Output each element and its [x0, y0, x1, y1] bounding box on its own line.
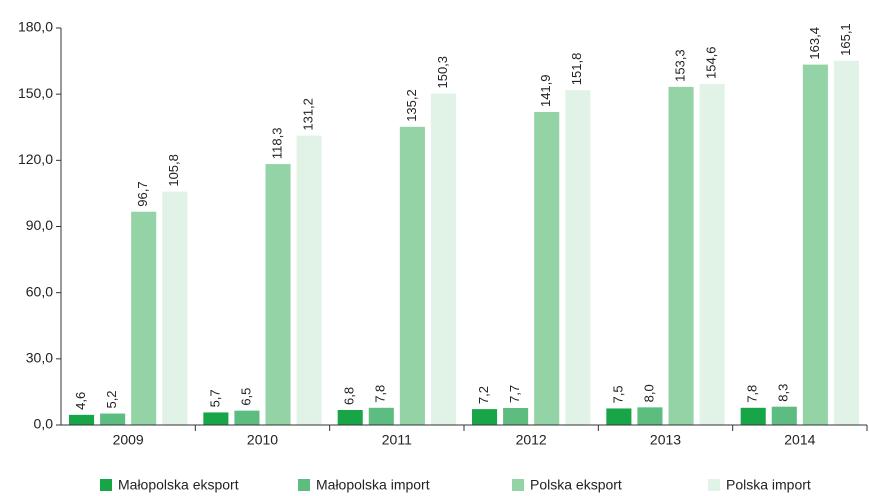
value-label: 6,8	[342, 387, 357, 405]
bar	[69, 414, 95, 425]
legend-label: Małopolska eksport	[118, 477, 239, 493]
x-tick-label: 2013	[650, 432, 681, 448]
value-label: 141,9	[538, 74, 553, 107]
y-tick-label: 30,0	[26, 350, 53, 366]
bar	[503, 408, 529, 425]
y-tick-label: 60,0	[26, 283, 53, 299]
value-label: 163,4	[807, 27, 822, 60]
y-tick-label: 180,0	[18, 19, 53, 35]
y-tick-label: 0,0	[34, 416, 54, 432]
value-label: 118,3	[269, 128, 284, 160]
y-tick-label: 90,0	[26, 217, 53, 233]
value-label: 96,7	[135, 181, 150, 206]
x-tick-label: 2014	[784, 432, 815, 448]
bar	[740, 407, 766, 425]
bar	[234, 410, 260, 425]
value-label: 5,2	[104, 390, 119, 408]
y-tick-label: 120,0	[18, 151, 53, 167]
value-label: 105,8	[166, 154, 181, 187]
legend-label: Polska eksport	[530, 477, 622, 493]
bar	[296, 135, 322, 425]
value-label: 7,8	[745, 385, 760, 403]
bar	[606, 408, 632, 425]
value-label: 153,3	[672, 49, 687, 82]
bar	[100, 413, 126, 425]
bar	[472, 409, 498, 425]
value-label: 135,2	[404, 89, 419, 122]
value-label: 7,7	[507, 385, 522, 403]
legend-swatch	[512, 479, 524, 491]
bar	[430, 93, 456, 425]
value-label: 8,0	[641, 384, 656, 402]
y-tick-label: 150,0	[18, 85, 53, 101]
value-label: 7,2	[476, 386, 491, 404]
value-label: 7,8	[373, 385, 388, 403]
x-tick-label: 2012	[516, 432, 547, 448]
bar	[162, 191, 188, 425]
x-tick-label: 2010	[247, 432, 278, 448]
bar	[699, 84, 725, 425]
x-tick-label: 2011	[382, 432, 412, 448]
bar	[802, 64, 828, 426]
value-label: 165,1	[838, 23, 853, 56]
bar	[565, 90, 591, 426]
bar	[534, 112, 560, 425]
bar	[368, 407, 394, 425]
bar	[203, 412, 229, 425]
legend-swatch	[100, 479, 112, 491]
value-label: 5,7	[207, 389, 222, 407]
value-label: 150,3	[435, 56, 450, 89]
bar	[637, 407, 663, 425]
bar	[771, 406, 797, 425]
bar	[399, 126, 425, 425]
x-tick-label: 2009	[113, 432, 144, 448]
legend-label: Małopolska import	[316, 477, 430, 493]
value-label: 131,2	[301, 98, 316, 131]
value-label: 8,3	[776, 384, 791, 402]
bar	[131, 211, 157, 425]
value-label: 6,5	[238, 388, 253, 406]
value-label: 154,6	[704, 46, 719, 79]
value-label: 151,8	[569, 53, 584, 86]
bar	[668, 86, 694, 425]
value-label: 7,5	[610, 385, 625, 403]
bar	[337, 410, 363, 425]
bar	[265, 164, 291, 426]
legend-swatch	[298, 479, 310, 491]
legend-label: Polska import	[726, 477, 811, 493]
legend-swatch	[708, 479, 720, 491]
value-label: 4,6	[73, 392, 88, 410]
bar	[833, 60, 859, 425]
